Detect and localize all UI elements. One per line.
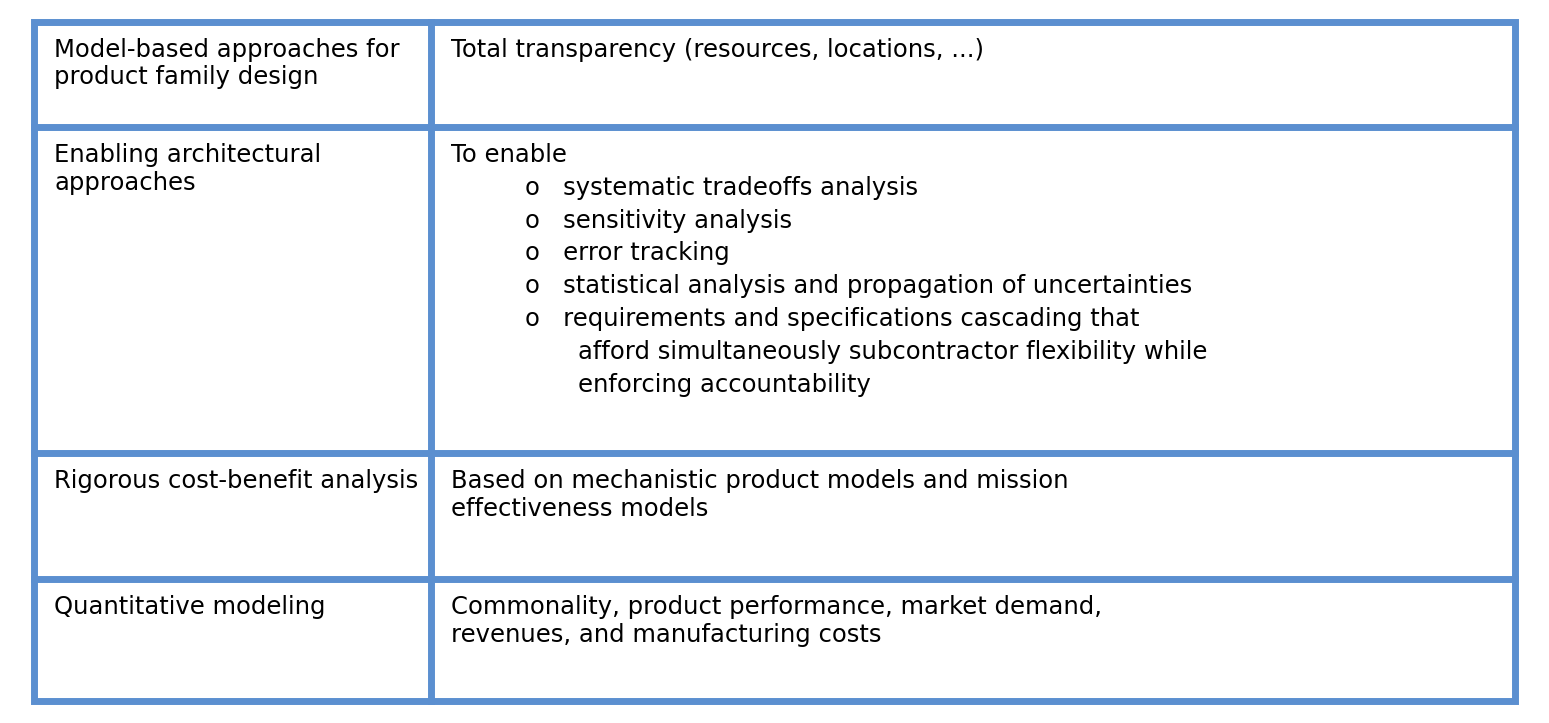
- Text: Model-based approaches for
product family design: Model-based approaches for product famil…: [54, 38, 400, 90]
- Text: Rigorous cost-benefit analysis: Rigorous cost-benefit analysis: [54, 469, 418, 493]
- Text: enforcing accountability: enforcing accountability: [578, 372, 871, 397]
- Text: o   sensitivity analysis: o sensitivity analysis: [525, 208, 793, 233]
- Text: o   systematic tradeoffs analysis: o systematic tradeoffs analysis: [525, 176, 919, 200]
- Text: o   statistical analysis and propagation of uncertainties: o statistical analysis and propagation o…: [525, 274, 1193, 298]
- Text: Based on mechanistic product models and mission
effectiveness models: Based on mechanistic product models and …: [451, 469, 1069, 521]
- Text: To enable: To enable: [451, 143, 567, 167]
- Text: afford simultaneously subcontractor flexibility while: afford simultaneously subcontractor flex…: [578, 340, 1208, 364]
- Text: Quantitative modeling: Quantitative modeling: [54, 595, 325, 619]
- Text: Commonality, product performance, market demand,
revenues, and manufacturing cos: Commonality, product performance, market…: [451, 595, 1101, 646]
- Text: Enabling architectural
approaches: Enabling architectural approaches: [54, 143, 321, 194]
- Text: Total transparency (resources, locations, ...): Total transparency (resources, locations…: [451, 38, 984, 61]
- Text: o   requirements and specifications cascading that: o requirements and specifications cascad…: [525, 307, 1140, 331]
- Text: o   error tracking: o error tracking: [525, 241, 730, 265]
